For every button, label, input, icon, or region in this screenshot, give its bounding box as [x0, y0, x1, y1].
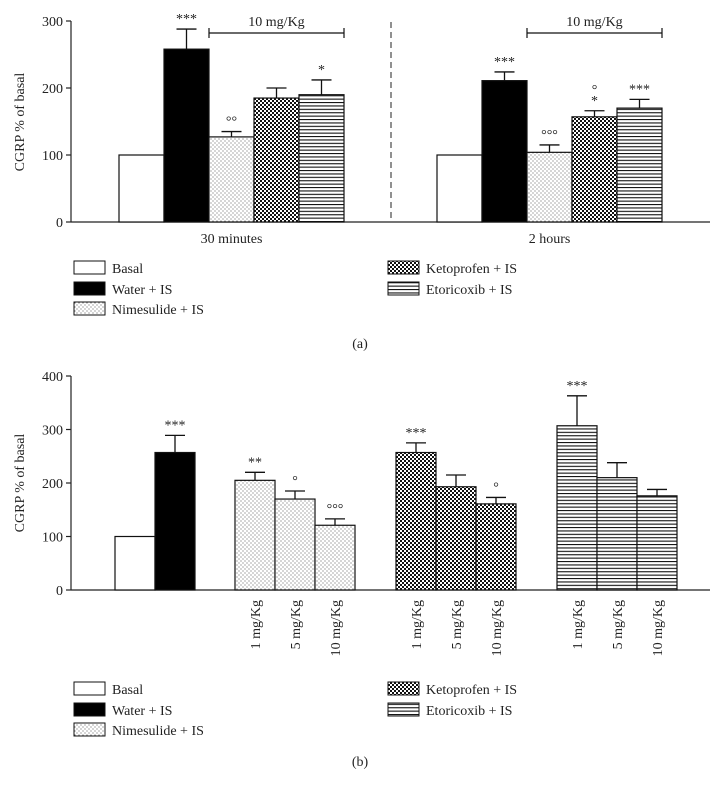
panel-a-bracket-label-30-minutes: 10 mg/Kg [248, 15, 304, 30]
panel-b-dose-label-nimesulide-is-1-mg-kg: 1 mg/Kg [249, 600, 264, 649]
panel-b-bar-etoricoxib-is-5-mg-kg [596, 477, 638, 591]
panel-a-y-axis-label: CGRP % of basal [13, 73, 28, 172]
panel-a-y-tick-label-0: 0 [56, 216, 63, 231]
panel-b-legend-swatch-ketoprofen-is [387, 681, 420, 696]
panel-a-label: (a) [352, 337, 368, 352]
panel-b-bar-ketoprofen-is-5-mg-kg [435, 486, 477, 591]
panel-b-y-axis-label: CGRP % of basal [13, 434, 28, 533]
panel-a-bars [118, 28, 663, 223]
panel-a-y-tick-label-100: 100 [42, 149, 63, 164]
panel-a-bar-30-minutes-water-is [163, 48, 210, 223]
panel-b-bar-etoricoxib-is-10-mg-kg [636, 495, 678, 591]
panel-a-bar-2-hours-ketoprofen-is-significance: * [591, 94, 598, 109]
panel-a-legend-swatch-ketoprofen-is [387, 260, 420, 275]
panel-b-legend-label-nimesulide-is: Nimesulide + IS [112, 724, 204, 739]
panel-b-legend-label-etoricoxib-is: Etoricoxib + IS [426, 704, 512, 719]
panel-b-bar-ketoprofen-is-1-mg-kg [395, 451, 437, 591]
panel-a-legend-label-ketoprofen-is: Ketoprofen + IS [426, 262, 517, 277]
panel-a-group-label-30-minutes: 30 minutes [201, 232, 263, 247]
panel-a-chart: CGRP % of basal 0 100 200 300 *** °° * 10 mg/K… [13, 12, 710, 352]
panel-b-legend-swatch-water-is [73, 702, 106, 717]
panel-a-legend-label-nimesulide-is: Nimesulide + IS [112, 303, 204, 318]
panel-b-dose-label-nimesulide-is-5-mg-kg: 5 mg/Kg [289, 600, 304, 649]
panel-a-bar-2-hours-nimesulide-is-significance: °°° [541, 128, 558, 143]
panel-a-y-ticks: 0 100 200 300 [42, 15, 71, 231]
panel-a-legend-label-basal: Basal [112, 262, 143, 277]
panel-b-x-labels: 1 mg/Kg 5 mg/Kg 10 mg/Kg 1 mg/Kg 5 mg/Kg 10 m… [249, 600, 666, 656]
panel-b-legend-label-ketoprofen-is: Ketoprofen + IS [426, 683, 517, 698]
panel-a-legend-label-water-is: Water + IS [112, 283, 172, 298]
panel-b-bar-nimesulide-is-10-mg-kg [314, 524, 356, 591]
panel-b-legend-swatch-nimesulide-is [73, 722, 106, 737]
panel-b-bar-water-is-significance: *** [165, 418, 186, 433]
panel-b-bar-ketoprofen-is-10-mg-kg-significance: ° [493, 480, 499, 495]
panel-a-bar-30-minutes-ketoprofen-is [253, 97, 300, 223]
panel-a-legend-swatch-basal [73, 260, 106, 275]
panel-a-bar-30-minutes-etoricoxib-is-significance: * [318, 63, 325, 78]
panel-a-bar-2-hours-water-is [481, 80, 528, 223]
panel-b-bar-basal [114, 535, 156, 591]
panel-b-legend: Basal Water + IS Nimesulide + IS Ketoprofen… [73, 681, 517, 739]
panel-b-y-tick-label-0: 0 [56, 584, 63, 599]
panel-a-y-tick-label-300: 300 [42, 15, 63, 30]
panel-b-bar-ketoprofen-is-10-mg-kg [475, 503, 517, 591]
panel-b-bar-nimesulide-is-5-mg-kg [274, 498, 316, 591]
panel-b-dose-label-etoricoxib-is-1-mg-kg: 1 mg/Kg [571, 600, 586, 649]
panel-a-bar-2-hours-etoricoxib-is-significance: *** [629, 82, 650, 97]
panel-a-legend: Basal Water + IS Nimesulide + IS Ketoprofen… [73, 260, 517, 318]
panel-a-legend-label-etoricoxib-is: Etoricoxib + IS [426, 283, 512, 298]
panel-b-legend-swatch-etoricoxib-is [387, 702, 420, 717]
panel-a-bar-2-hours-etoricoxib-is [616, 107, 663, 223]
panel-a-annotations: ***°°*10 mg/Kg***°°°°****10 mg/Kg [176, 12, 663, 143]
panel-a-bracket-label-2-hours: 10 mg/Kg [566, 15, 622, 30]
panel-a-bar-2-hours-water-is-significance: *** [494, 55, 515, 70]
panel-b-bars [114, 395, 678, 591]
panel-b-dose-label-ketoprofen-is-5-mg-kg: 5 mg/Kg [450, 600, 465, 649]
panel-a-bar-30-minutes-nimesulide-is-significance: °° [226, 115, 237, 130]
panel-b-legend-label-water-is: Water + IS [112, 704, 172, 719]
panel-a-bar-30-minutes-nimesulide-is [208, 136, 255, 223]
panel-a-y-tick-label-200: 200 [42, 82, 63, 97]
panel-b-y-tick-label-200: 200 [42, 477, 63, 492]
panel-b-legend-swatch-basal [73, 681, 106, 696]
panel-b-bar-ketoprofen-is-1-mg-kg-significance: *** [406, 426, 427, 441]
panel-a-bar-30-minutes-basal [118, 154, 165, 223]
panel-b-dose-label-ketoprofen-is-1-mg-kg: 1 mg/Kg [410, 600, 425, 649]
panel-b-bar-etoricoxib-is-1-mg-kg [556, 425, 598, 591]
panel-b-bar-etoricoxib-is-1-mg-kg-significance: *** [567, 379, 588, 394]
panel-b-legend-label-basal: Basal [112, 683, 143, 698]
panel-a-bar-30-minutes-etoricoxib-is [298, 94, 345, 223]
panel-b-annotations: *****°°°°***°*** [165, 379, 588, 517]
panel-a-group-label-2-hours: 2 hours [529, 232, 571, 247]
panel-b-dose-label-etoricoxib-is-5-mg-kg: 5 mg/Kg [611, 600, 626, 649]
panel-a-legend-swatch-nimesulide-is [73, 301, 106, 316]
panel-b-bar-nimesulide-is-5-mg-kg-significance: ° [292, 474, 298, 489]
panel-a-legend-swatch-water-is [73, 281, 106, 296]
panel-a-bar-2-hours-nimesulide-is [526, 151, 573, 223]
panel-b-bar-nimesulide-is-1-mg-kg-significance: ** [248, 455, 262, 470]
panel-a-bar-2-hours-ketoprofen-is-significance: ° [592, 83, 598, 98]
panel-b-y-ticks: 0 100 200 300 400 [42, 370, 71, 599]
panel-b-bar-nimesulide-is-10-mg-kg-significance: °°° [327, 502, 344, 517]
panel-a-x-labels: 30 minutes 2 hours [201, 232, 571, 247]
panel-b-dose-label-nimesulide-is-10-mg-kg: 10 mg/Kg [329, 600, 344, 656]
panel-b-dose-label-ketoprofen-is-10-mg-kg: 10 mg/Kg [490, 600, 505, 656]
panel-a-bar-2-hours-ketoprofen-is [571, 116, 618, 223]
panel-b-y-tick-label-300: 300 [42, 424, 63, 439]
panel-b-label: (b) [352, 755, 369, 770]
panel-b-y-tick-label-400: 400 [42, 370, 63, 385]
panel-b-dose-label-etoricoxib-is-10-mg-kg: 10 mg/Kg [651, 600, 666, 656]
panel-a-legend-swatch-etoricoxib-is [387, 281, 420, 296]
panel-a-bar-2-hours-basal [436, 154, 483, 223]
panel-a-bar-30-minutes-water-is-significance: *** [176, 12, 197, 27]
panel-b-bar-water-is [154, 451, 196, 591]
panel-b-bar-nimesulide-is-1-mg-kg [234, 479, 276, 591]
panel-b-y-tick-label-100: 100 [42, 531, 63, 546]
